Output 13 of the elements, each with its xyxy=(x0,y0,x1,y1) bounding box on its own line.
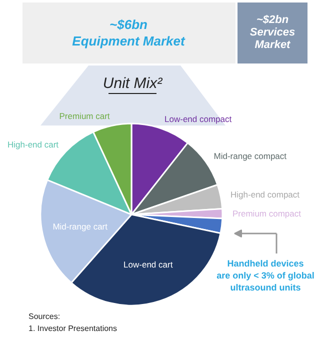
slice-label: Mid-range compact xyxy=(214,150,288,161)
slice-label: Premium cart xyxy=(59,110,110,121)
chart-title: Unit Mix² xyxy=(102,75,164,92)
source-note: Sources: 1. Investor Presentations xyxy=(28,312,117,333)
slice-label: Premium compact xyxy=(232,208,302,219)
text: Handheld devices are only < 3% of global ultrasound units xyxy=(216,258,314,292)
slice-label: Mid-range cart xyxy=(52,222,108,232)
slice-label: Low-end cart xyxy=(124,260,174,270)
slice-label: High-end cart xyxy=(8,140,60,150)
slice-label: High-end compact xyxy=(230,190,300,200)
slice-label: Low-end compact xyxy=(164,114,232,124)
text: ~$2bn Services Market xyxy=(250,14,296,52)
text: ~$6bn Equipment Market xyxy=(72,16,186,48)
